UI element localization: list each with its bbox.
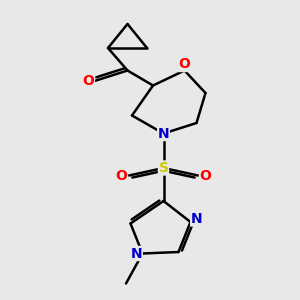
Text: O: O [200, 169, 211, 182]
Text: O: O [82, 74, 94, 88]
Text: N: N [131, 247, 142, 260]
Text: N: N [191, 212, 202, 226]
Text: O: O [178, 58, 190, 71]
Text: S: S [158, 161, 169, 175]
Text: N: N [158, 127, 169, 140]
Text: O: O [116, 169, 128, 182]
